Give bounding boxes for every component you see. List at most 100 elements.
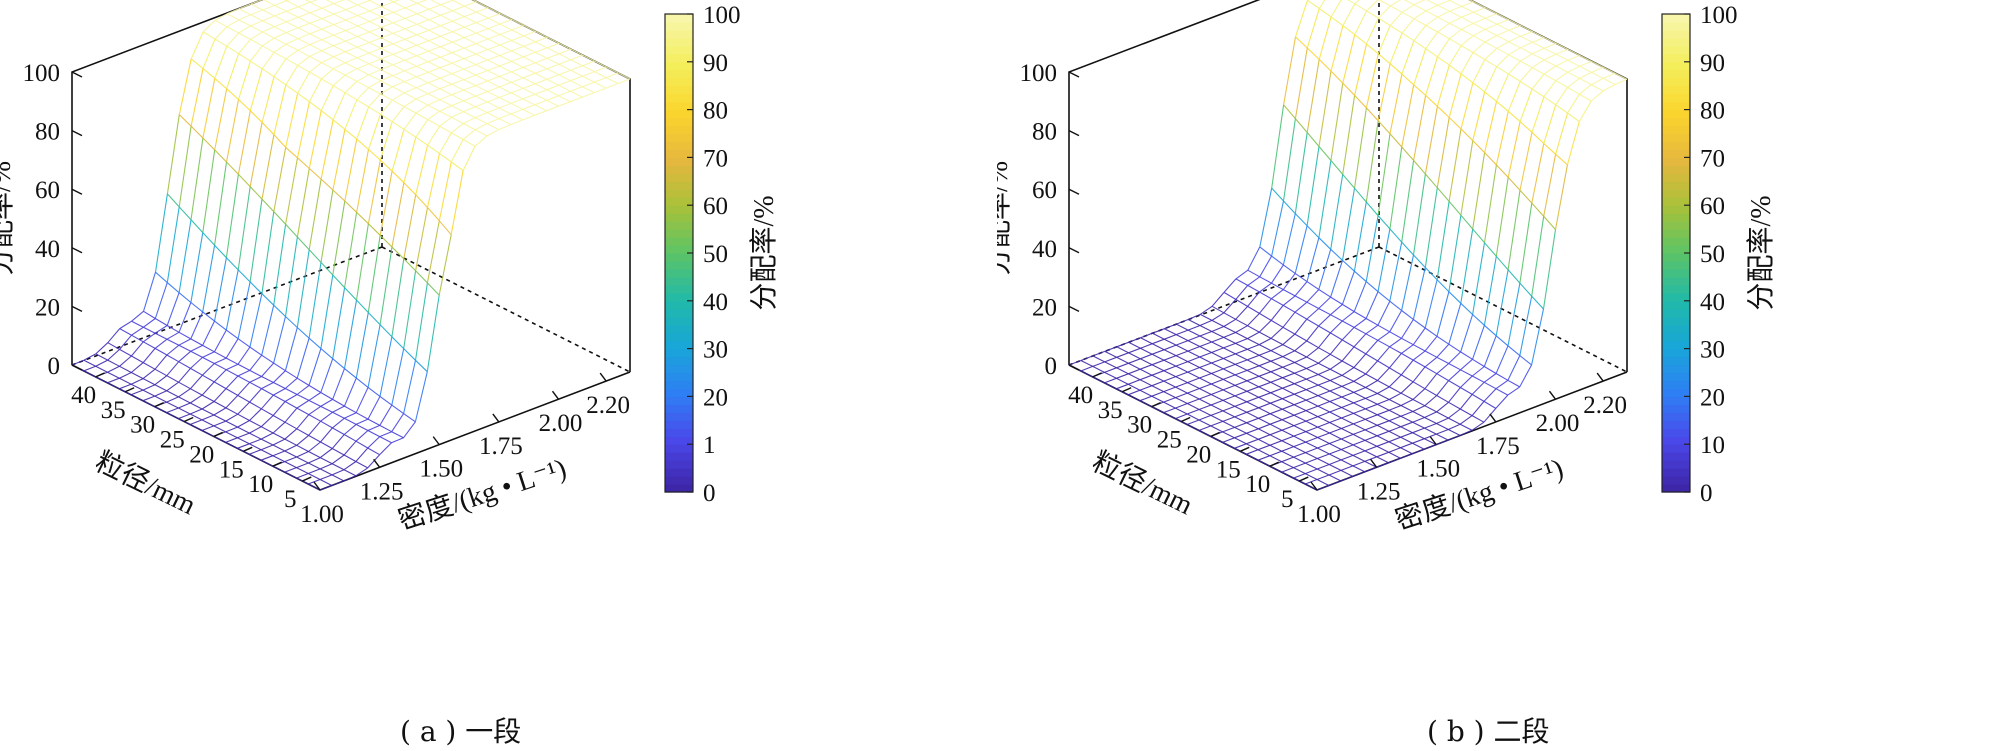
colorbar-segment <box>665 420 693 429</box>
surface-mesh-line <box>380 93 393 101</box>
colorbar-segment <box>665 253 693 262</box>
surface-mesh-line <box>107 377 120 384</box>
surface-mesh-line <box>1223 353 1236 360</box>
surface-mesh-line <box>546 105 559 112</box>
colorbar-tick-label: 100 <box>703 2 741 29</box>
surface-mesh-line <box>416 23 429 31</box>
surface-mesh-line <box>1579 84 1592 95</box>
surface-mesh-line <box>1151 353 1165 361</box>
surface-mesh-line <box>1401 344 1414 354</box>
surface-mesh-line <box>320 262 334 276</box>
surface-mesh-line <box>154 406 167 414</box>
surface-mesh-line <box>451 62 465 70</box>
surface-mesh-line <box>427 71 441 79</box>
surface-mesh-line <box>474 117 488 125</box>
surface-mesh-line <box>355 418 369 425</box>
surface-mesh-line <box>1258 407 1271 415</box>
surface-mesh-line <box>320 274 334 349</box>
surface-mesh-line <box>1471 421 1485 431</box>
surface-mesh-line <box>1246 443 1259 451</box>
surface-mesh-line <box>1532 53 1545 61</box>
surface-mesh-line <box>369 21 382 28</box>
surface-mesh-line <box>143 341 156 349</box>
surface-mesh-line <box>249 432 262 440</box>
surface-mesh-line <box>1389 32 1403 64</box>
surface-mesh-line <box>523 56 536 64</box>
surface-mesh-line <box>1340 469 1354 477</box>
y-axis-label: 粒径/mm <box>90 445 201 521</box>
surface-mesh-line <box>391 336 405 349</box>
surface-mesh-line <box>1330 174 1344 250</box>
surface-mesh-line <box>285 32 299 40</box>
surface-mesh-line <box>1258 375 1271 383</box>
surface-mesh-line <box>1247 344 1260 350</box>
surface-mesh-line <box>1461 1 1474 7</box>
surface-mesh-line <box>439 110 452 118</box>
surface-mesh-line <box>1235 298 1248 307</box>
surface-mesh-line <box>1460 214 1474 230</box>
surface-mesh-line <box>1175 344 1189 352</box>
surface-mesh-line <box>1460 408 1473 417</box>
surface-mesh-line <box>1210 404 1224 412</box>
surface-mesh-line <box>439 105 452 112</box>
colorbar-segment <box>1662 77 1690 87</box>
surface-mesh-line <box>1459 415 1473 425</box>
surface-mesh-line <box>356 68 370 76</box>
surface-mesh-line <box>1187 356 1200 363</box>
surface-mesh-line <box>213 388 227 402</box>
surface-mesh-line <box>606 77 619 84</box>
surface-mesh-line <box>249 388 262 403</box>
surface-mesh-line <box>190 338 203 346</box>
surface-mesh-line <box>226 257 239 271</box>
surface-mesh-line <box>1317 400 1330 407</box>
surface-mesh-line <box>356 299 369 313</box>
surface-mesh-line <box>439 132 452 154</box>
surface-mesh-line <box>403 258 416 272</box>
surface-mesh-line <box>273 388 286 396</box>
surface-mesh-line <box>357 0 370 6</box>
surface-mesh-line <box>1449 0 1462 7</box>
surface-mesh-line <box>1329 368 1343 376</box>
surface-mesh-line <box>1352 454 1366 462</box>
colorbar-segment <box>665 109 693 119</box>
surface-mesh-line <box>1318 8 1332 18</box>
surface-mesh-line <box>474 112 488 119</box>
surface-mesh-line <box>226 161 239 175</box>
surface-mesh-line <box>1377 339 1390 348</box>
surface-mesh-line <box>1377 331 1391 341</box>
colorbar-segment <box>1662 468 1690 477</box>
surface-mesh-line <box>202 374 215 383</box>
surface-mesh-line <box>284 236 298 317</box>
box-top-left-edge <box>71 0 264 365</box>
surface-mesh-line <box>320 358 334 393</box>
surface-mesh-line <box>546 84 559 91</box>
surface-mesh-line <box>1376 430 1390 437</box>
surface-mesh-line <box>1496 35 1509 43</box>
surface-mesh-line <box>463 37 477 45</box>
surface-mesh-line <box>380 47 394 55</box>
colorbar-segment <box>1662 93 1690 103</box>
surface-mesh-line <box>1555 112 1569 155</box>
surface-mesh-line <box>1578 100 1592 122</box>
surface-mesh-line <box>476 7 489 13</box>
surface-mesh-line <box>1259 282 1272 293</box>
surface-mesh-line <box>332 398 345 407</box>
surface-mesh-line <box>321 24 334 30</box>
surface-mesh-line <box>130 362 144 373</box>
surface-mesh-line <box>439 116 452 127</box>
surface-mesh-line <box>1329 443 1342 450</box>
surface-mesh-line <box>1116 341 1129 348</box>
surface-mesh-line <box>237 401 250 415</box>
surface-mesh-line <box>1508 73 1521 82</box>
surface-mesh-line <box>403 194 417 259</box>
surface-mesh-line <box>463 85 476 91</box>
surface-mesh-line <box>345 19 358 27</box>
surface-mesh-line <box>523 62 536 68</box>
surface-mesh-line <box>1389 386 1402 394</box>
surface-mesh-line <box>1496 66 1509 75</box>
surface-mesh-line <box>1247 276 1261 286</box>
surface-mesh-line <box>1222 410 1235 418</box>
surface-mesh-line <box>499 92 512 99</box>
surface-mesh-line <box>1412 405 1426 412</box>
surface-mesh-line <box>1139 389 1153 397</box>
